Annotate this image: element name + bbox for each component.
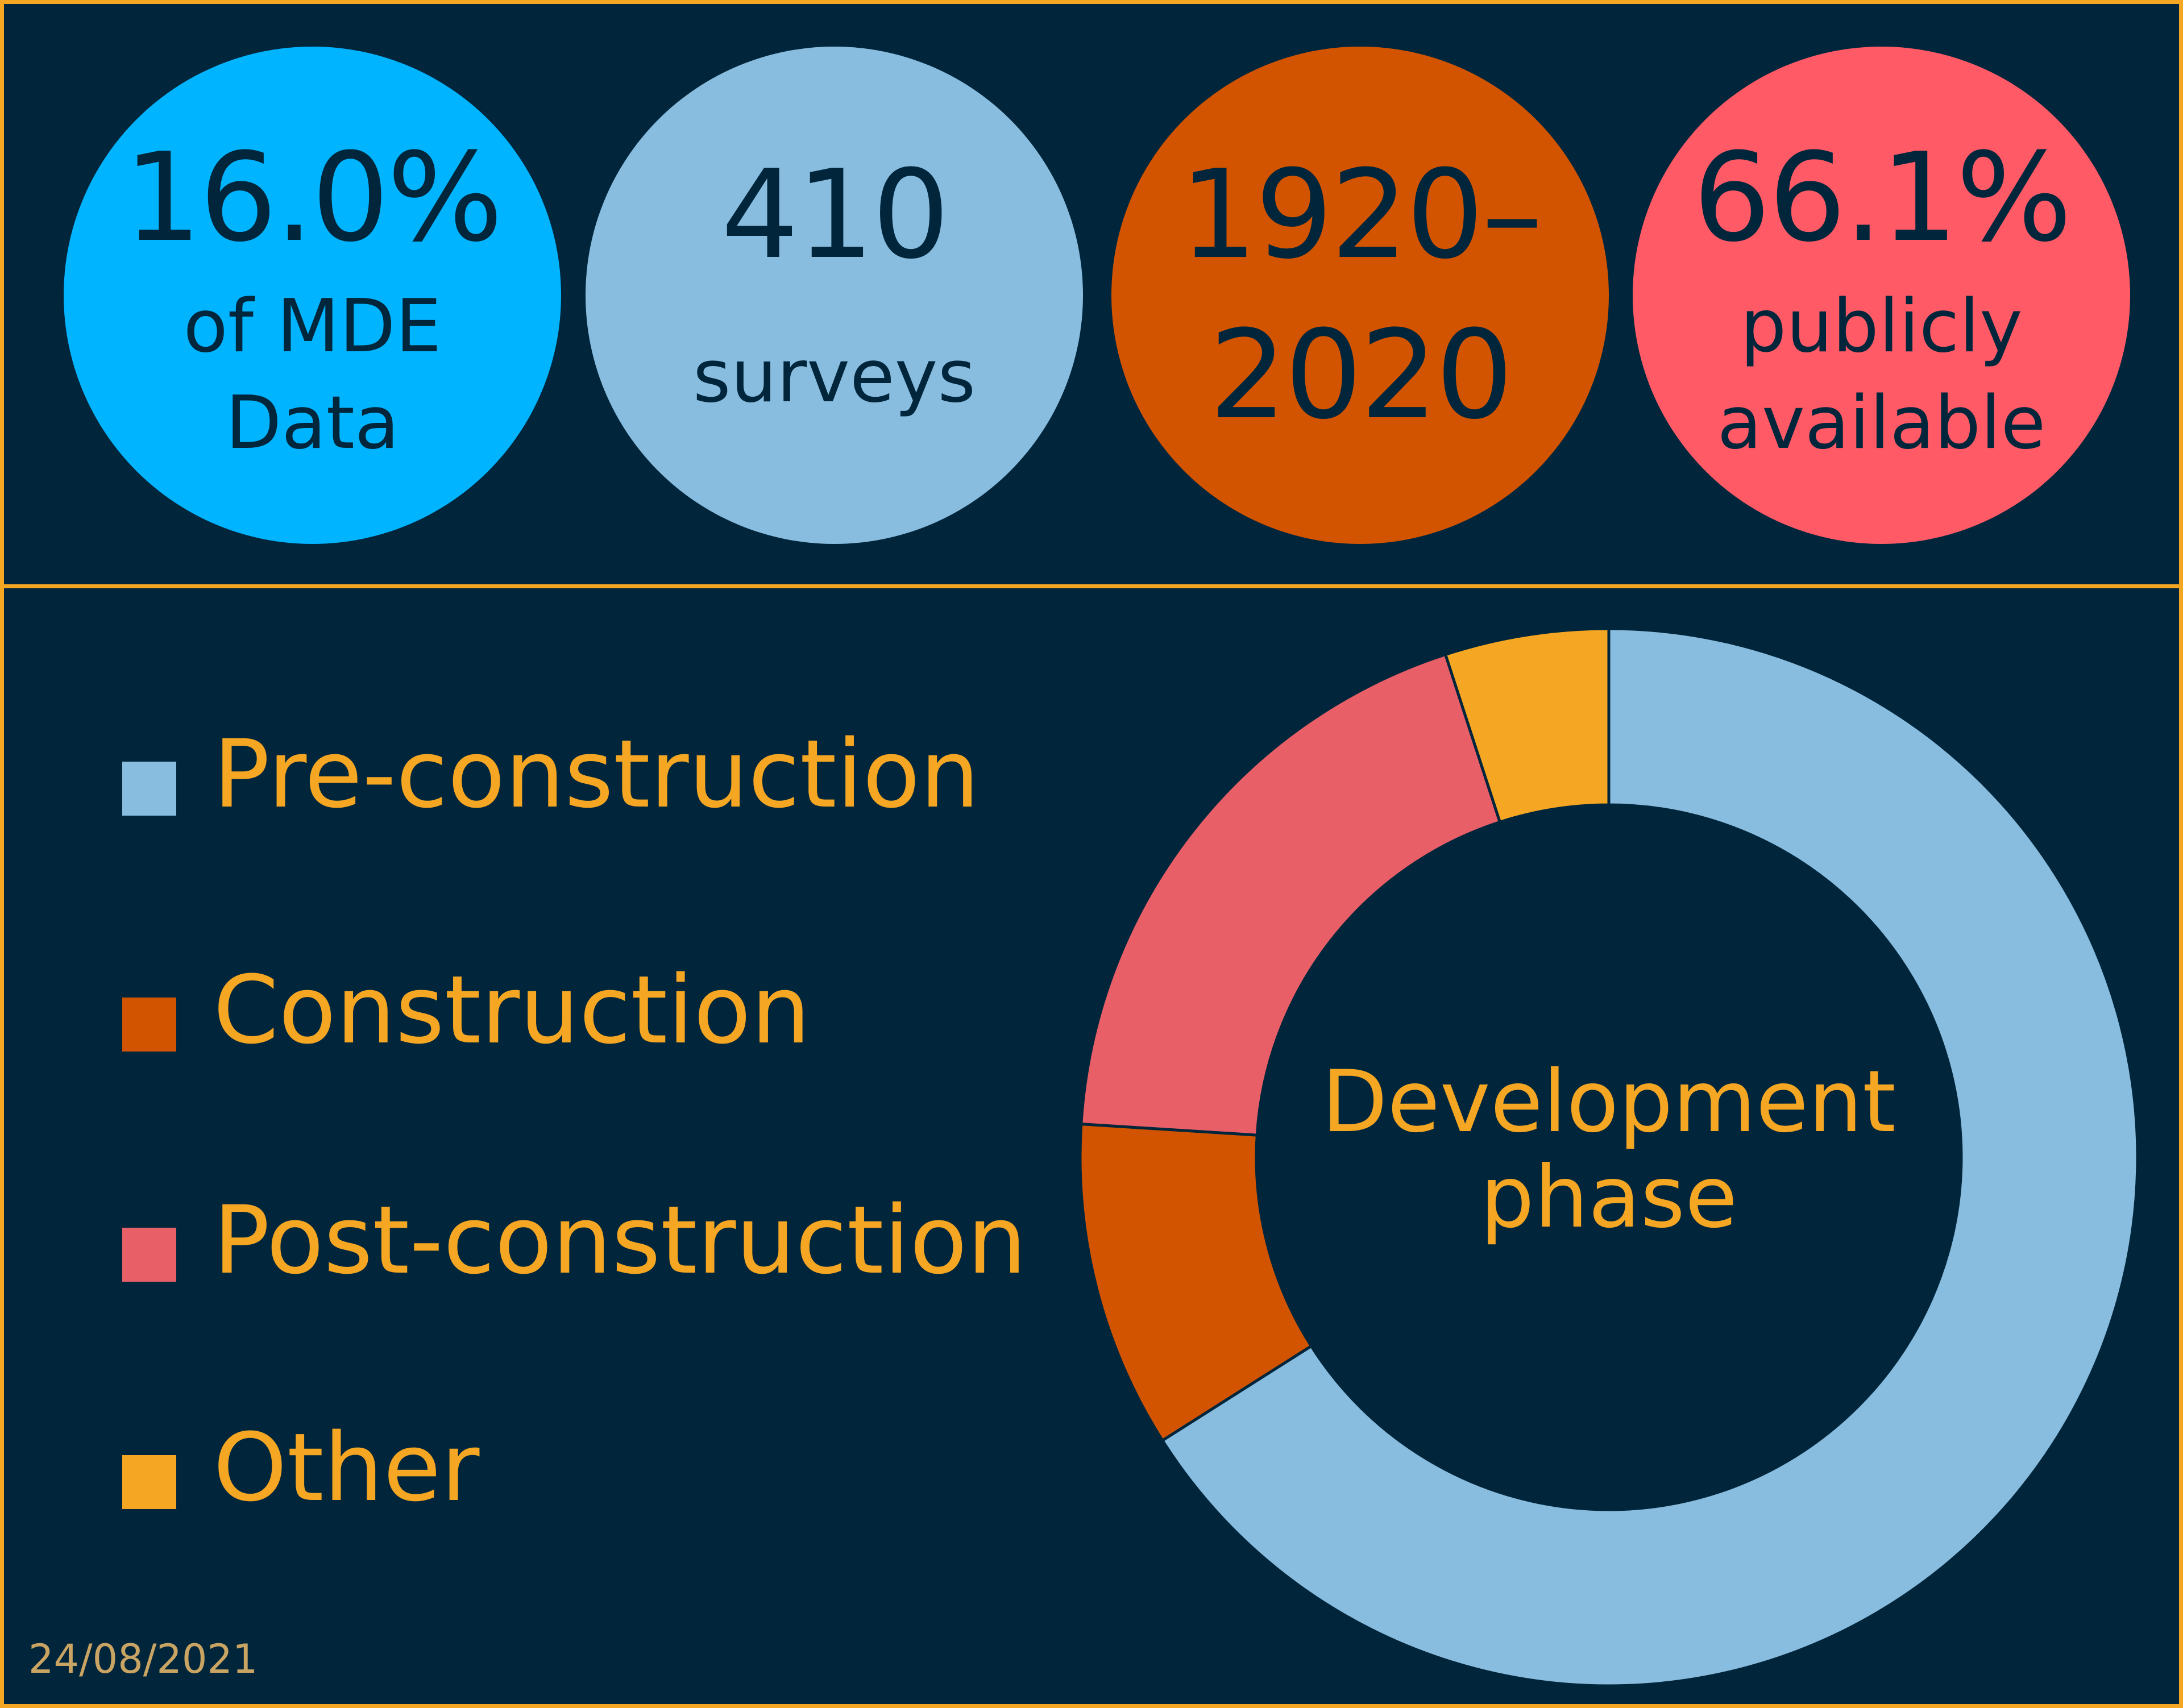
donut-slice-pre-construction: [1160, 627, 2139, 1688]
stat-caption-line2: Data: [225, 381, 400, 466]
legend-swatch: [122, 1228, 176, 1282]
donut-slice-other: [1443, 627, 1611, 824]
legend-swatch: [122, 1455, 176, 1509]
donut-chart: [1078, 627, 2139, 1688]
stat-value-line2: 2020: [1209, 304, 1513, 446]
legend-label: Construction: [213, 955, 811, 1065]
donut-center-label-line1: Development: [1322, 1053, 1896, 1152]
legend-label: Post-construction: [213, 1186, 1027, 1295]
donut-center-label: Development phase: [1211, 1054, 2007, 1245]
stat-circle-surveys: 410 surveys: [586, 47, 1083, 544]
legend-swatch: [122, 762, 176, 816]
donut-slice-post-construction: [1080, 653, 1502, 1137]
stat-circle-public-share: 66.1% publicly available: [1633, 47, 2130, 544]
legend-label: Other: [213, 1413, 480, 1522]
stat-value: 410: [721, 143, 949, 286]
stat-value: 16.0%: [123, 126, 503, 269]
stat-circle-mde-share: 16.0% of MDE Data: [64, 47, 561, 544]
stat-value-line1: 1920–: [1180, 143, 1543, 286]
stat-circle-year-range: 1920– 2020: [1111, 47, 1609, 544]
donut-center-label-line2: phase: [1480, 1148, 1738, 1247]
stat-caption-line2: available: [1717, 381, 2046, 466]
stat-caption-line1: of MDE: [183, 284, 442, 369]
legend-label: Pre-construction: [213, 720, 980, 829]
footer-date: 24/08/2021: [28, 1636, 258, 1682]
stat-caption-line1: surveys: [692, 334, 976, 419]
stat-caption-line1: publicly: [1740, 284, 2023, 369]
stat-value: 66.1%: [1692, 126, 2072, 269]
legend-swatch: [122, 998, 176, 1052]
